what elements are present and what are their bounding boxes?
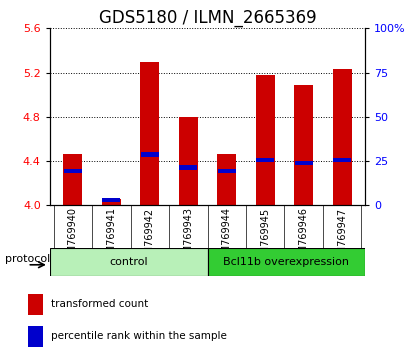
Bar [256,75,275,205]
Bar [102,199,121,205]
Bar [332,69,352,205]
Text: protocol: protocol [5,254,50,264]
Bar [295,161,313,165]
Bar [256,158,274,162]
Title: GDS5180 / ILMN_2665369: GDS5180 / ILMN_2665369 [99,9,316,27]
Text: GSM769941: GSM769941 [106,207,116,267]
Bar [140,62,159,205]
Bar [294,85,313,205]
Text: control: control [109,257,148,267]
Bar [217,154,237,205]
Bar [64,169,82,173]
Bar [217,169,236,173]
Bar [28,326,43,347]
Text: GSM769943: GSM769943 [183,207,193,267]
Bar [333,158,351,162]
Text: GSM769944: GSM769944 [222,207,232,267]
Text: GSM769947: GSM769947 [337,207,347,267]
Bar [28,294,43,315]
Bar [63,154,83,205]
Bar [208,248,365,276]
Text: percentile rank within the sample: percentile rank within the sample [51,331,227,341]
Bar [50,248,208,276]
Bar [102,198,120,202]
Bar [179,165,198,170]
Bar [178,117,198,205]
Text: GSM769942: GSM769942 [145,207,155,267]
Bar [141,152,159,156]
Text: transformed count: transformed count [51,299,148,309]
Text: GSM769945: GSM769945 [260,207,270,267]
Text: GSM769946: GSM769946 [299,207,309,267]
Text: Bcl11b overexpression: Bcl11b overexpression [223,257,349,267]
Text: GSM769940: GSM769940 [68,207,78,267]
